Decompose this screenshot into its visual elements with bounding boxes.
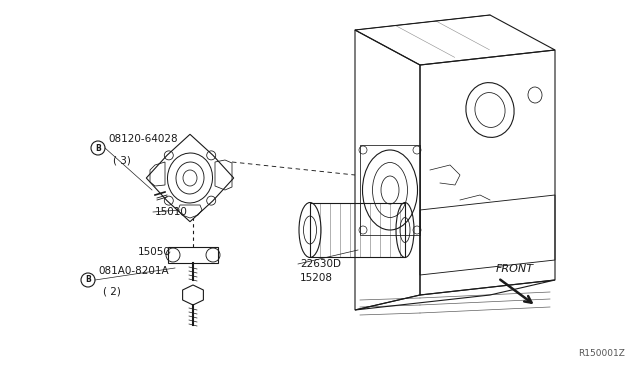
Text: ( 3): ( 3) [113,155,131,165]
Text: R150001Z: R150001Z [578,349,625,358]
Text: FRONT: FRONT [496,264,534,274]
Text: B: B [85,276,91,285]
Text: 15050: 15050 [138,247,171,257]
Text: 15208: 15208 [300,273,333,283]
Text: 22630D: 22630D [300,259,341,269]
Text: 15010: 15010 [155,207,188,217]
Text: B: B [95,144,101,153]
Text: ( 2): ( 2) [103,287,121,297]
Text: 08120-64028: 08120-64028 [108,134,178,144]
Text: 081A0-8201A: 081A0-8201A [98,266,168,276]
